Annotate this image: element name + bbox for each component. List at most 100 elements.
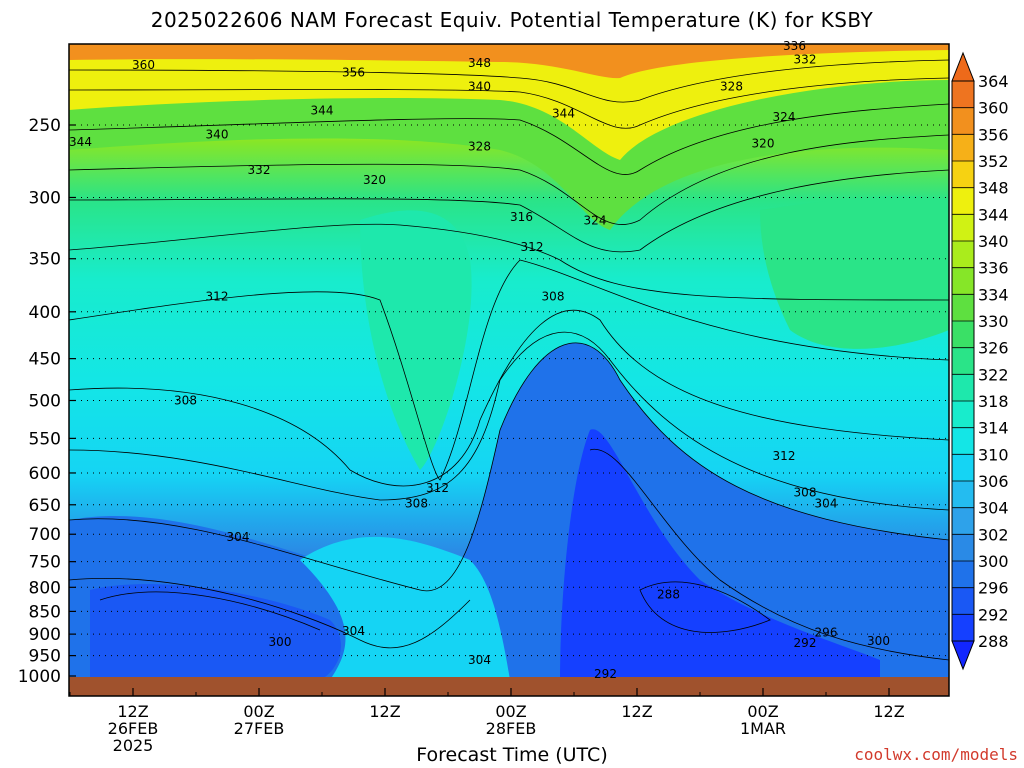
chart-title: 2025022606 NAM Forecast Equiv. Potential… [150,8,874,32]
colorbar-segment [952,187,974,215]
y-tick-label: 750 [29,553,61,573]
y-tick-label: 450 [29,350,61,370]
colorbar-segment [952,134,974,162]
contour-label: 312 [426,481,449,495]
contour-label: 320 [363,173,386,187]
contour-label: 312 [521,240,544,254]
x-tick-label: 27FEB [234,719,285,738]
contour-label: 332 [248,163,271,177]
y-tick-label: 350 [29,250,61,270]
y-tick-label: 650 [29,496,61,516]
colorbar-label: 304 [978,499,1009,518]
y-tick-label: 700 [29,525,61,545]
y-tick-label: 600 [29,464,61,484]
colorbar-label: 318 [978,392,1009,411]
y-tick-label: 500 [29,392,61,412]
contour-label: 304 [468,653,491,667]
colorbar-label: 306 [978,472,1009,491]
x-axis-label: Forecast Time (UTC) [416,744,608,766]
colorbar-extend-top [951,51,975,82]
colorbar-label: 340 [978,232,1009,251]
field-layer [69,44,949,696]
x-tick-label: 12Z [117,702,148,721]
contour-labels: 3603563483403443403443323283203443363323… [69,39,890,681]
contour-label: 332 [794,52,817,66]
colorbar-segment [952,321,974,349]
contour-label: 308 [794,485,817,499]
colorbar-label: 344 [978,205,1009,224]
y-tick-label: 300 [29,188,61,208]
contour-label: 300 [269,635,292,649]
contour-label: 308 [174,394,197,408]
colorbar-segment [952,507,974,535]
y-axis-ticks: 250 300 350 400 450 500 550 600 650 700 750 800 850 9… [18,116,76,687]
colorbar-segment [952,294,974,322]
x-tick-label: 26FEB [108,719,159,738]
contour-label: 344 [311,103,334,117]
colorbar-segment [952,347,974,375]
colorbar-label: 334 [978,285,1009,304]
y-tick-label: 900 [29,625,61,645]
x-tick-label: 1MAR [740,719,786,738]
y-tick-label: 800 [29,578,61,598]
contour-label: 308 [542,290,565,304]
colorbar-segment [952,534,974,562]
colorbar-segment [952,374,974,402]
contour-label: 336 [783,39,806,53]
contour-label: 292 [794,636,817,650]
contour-label: 300 [867,634,890,648]
colorbar-segment [952,561,974,589]
contour-label: 304 [815,497,838,511]
y-tick-label: 850 [29,602,61,622]
contour-label: 324 [584,214,607,228]
colorbar-label: 310 [978,445,1009,464]
contour-label: 324 [773,110,796,124]
contour-label: 328 [720,80,743,94]
contour-label: 296 [815,625,838,639]
contour-label: 348 [468,56,491,70]
credit-link[interactable]: coolwx.com/models [854,745,1018,764]
field-region-cool-lowlevel [90,584,341,680]
colorbar-segment [952,427,974,455]
colorbar-label: 326 [978,339,1009,358]
colorbar-segment [952,161,974,189]
colorbar-label: 348 [978,179,1009,198]
x-tick-label: 12Z [369,702,400,721]
contour-label: 356 [342,65,365,79]
colorbar-label: 330 [978,312,1009,331]
colorbar-label: 322 [978,365,1009,384]
contour-label: 304 [342,624,365,638]
y-tick-label: 550 [29,429,61,449]
contour-label: 320 [752,137,775,151]
contour-label: 312 [206,290,229,304]
contour-label: 328 [468,140,491,154]
colorbar-label: 364 [978,72,1009,91]
colorbar-segment [952,241,974,269]
x-tick-label: 12Z [621,702,652,721]
colorbar-segment [952,267,974,295]
colorbar-label: 352 [978,152,1009,171]
contour-label: 344 [69,135,92,149]
colorbar-label: 360 [978,99,1009,118]
colorbar-label: 302 [978,525,1009,544]
contour-label: 316 [510,210,533,224]
colorbar-segment [952,614,974,642]
plot-frame [68,43,950,697]
contour-lines [69,59,949,661]
ground-surface [69,677,949,696]
contour-label: 360 [132,58,155,72]
field-region-cyan-plume [300,536,510,680]
colorbar-segment [952,481,974,509]
field-region-yellow-top [69,44,949,160]
contour-label: 312 [773,449,796,463]
colorbar-label: 300 [978,552,1009,571]
y-tick-label: 1000 [18,667,61,687]
colorbar-segment [952,401,974,429]
colorbar-segment [952,214,974,242]
colorbar: 364 360 356 352 348 344 340 336 334 330 326 322 318 3… [951,51,1009,671]
colorbar-label: 292 [978,605,1009,624]
colorbar-extend-bottom [951,640,975,671]
x-tick-label: 00Z [495,702,526,721]
